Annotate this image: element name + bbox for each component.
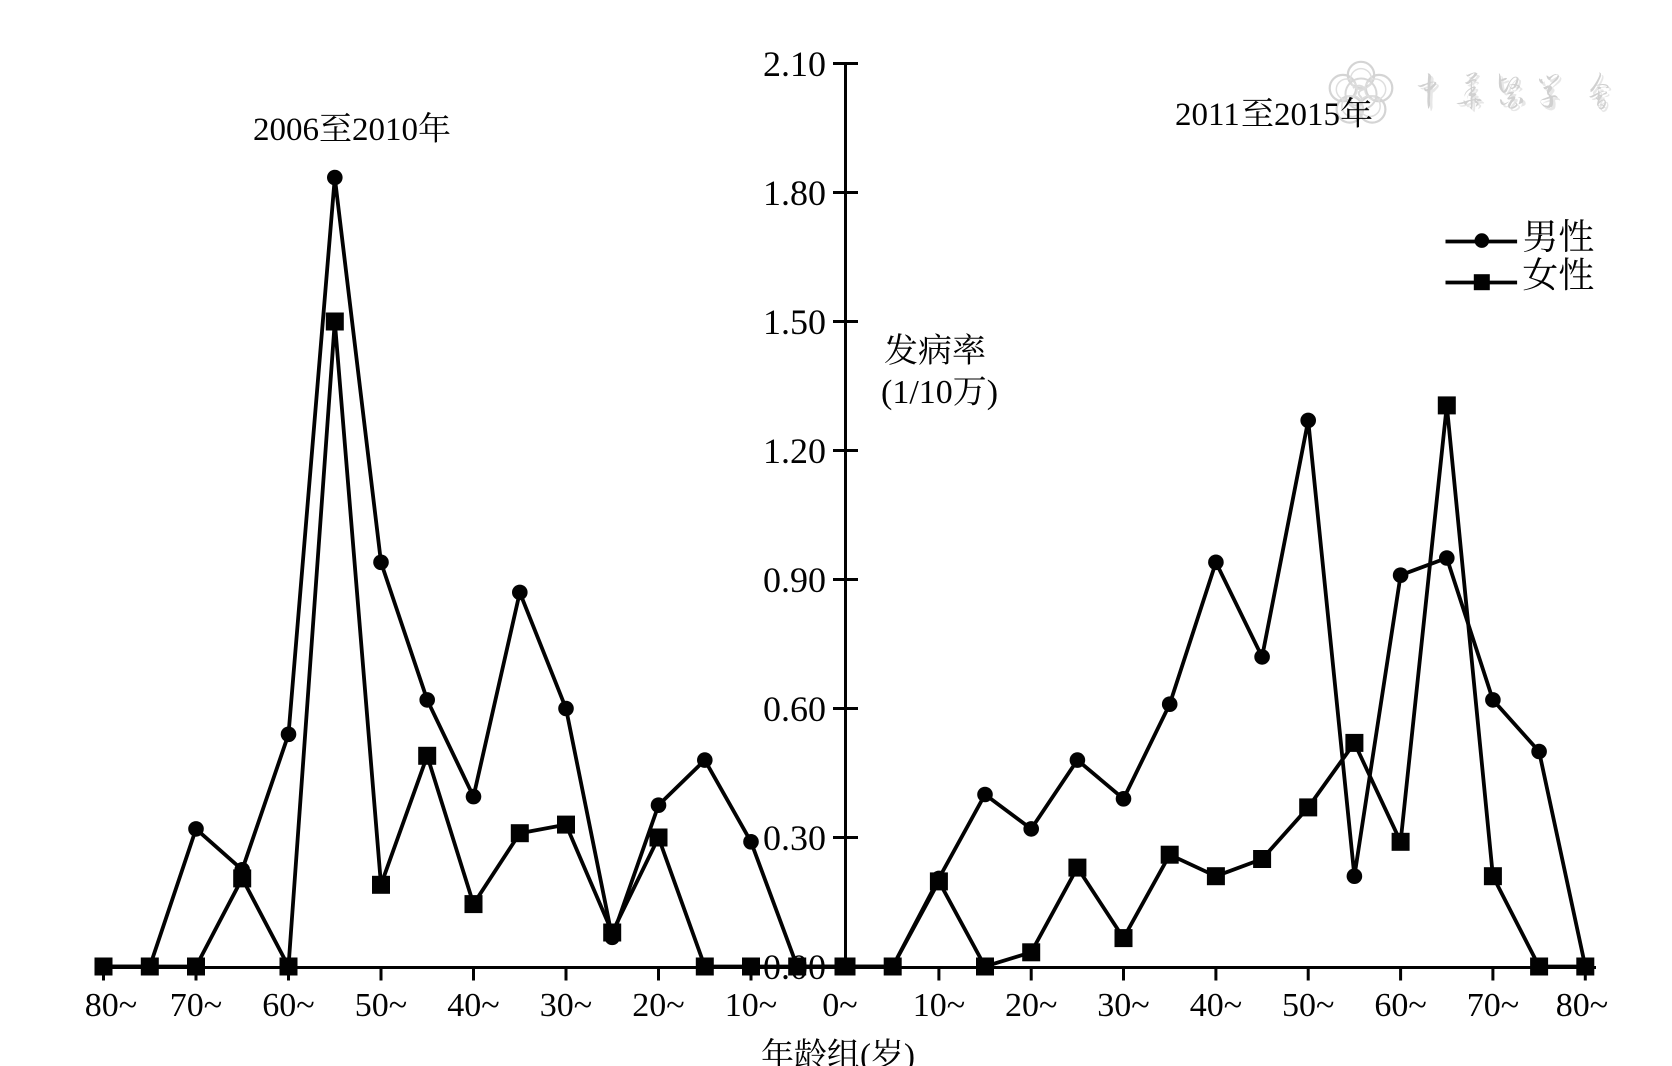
svg-text:80~: 80~ xyxy=(85,987,137,1024)
svg-text:0.30: 0.30 xyxy=(763,818,826,858)
svg-text:30~: 30~ xyxy=(540,987,592,1024)
svg-text:2.10: 2.10 xyxy=(763,44,826,84)
svg-text:): ) xyxy=(987,374,998,411)
svg-text:(: ( xyxy=(860,1038,871,1066)
svg-text:20~: 20~ xyxy=(632,987,684,1024)
svg-text:40~: 40~ xyxy=(1190,987,1242,1024)
svg-text:0~: 0~ xyxy=(822,987,857,1024)
svg-text:50~: 50~ xyxy=(1282,987,1334,1024)
svg-text:80~: 80~ xyxy=(1556,987,1608,1024)
svg-text:1.50: 1.50 xyxy=(763,302,826,342)
svg-text:1.20: 1.20 xyxy=(763,431,826,471)
svg-text:(1/10: (1/10 xyxy=(881,374,953,411)
svg-text:60~: 60~ xyxy=(262,987,314,1024)
svg-text:2006: 2006 xyxy=(253,112,319,148)
svg-text:60~: 60~ xyxy=(1374,987,1426,1024)
svg-text:20~: 20~ xyxy=(1005,987,1057,1024)
svg-text:0.60: 0.60 xyxy=(763,689,826,729)
svg-text:70~: 70~ xyxy=(1467,987,1519,1024)
svg-text:70~: 70~ xyxy=(170,987,222,1024)
svg-text:1.80: 1.80 xyxy=(763,173,826,213)
svg-text:30~: 30~ xyxy=(1097,987,1149,1024)
svg-text:): ) xyxy=(904,1038,915,1066)
svg-text:2011: 2011 xyxy=(1175,97,1240,133)
svg-text:40~: 40~ xyxy=(447,987,499,1024)
svg-text:2015: 2015 xyxy=(1274,97,1340,133)
svg-text:2010: 2010 xyxy=(352,112,418,148)
svg-text:10~: 10~ xyxy=(725,987,777,1024)
svg-text:0.90: 0.90 xyxy=(763,560,826,600)
svg-text:10~: 10~ xyxy=(913,987,965,1024)
svg-text:50~: 50~ xyxy=(355,987,407,1024)
